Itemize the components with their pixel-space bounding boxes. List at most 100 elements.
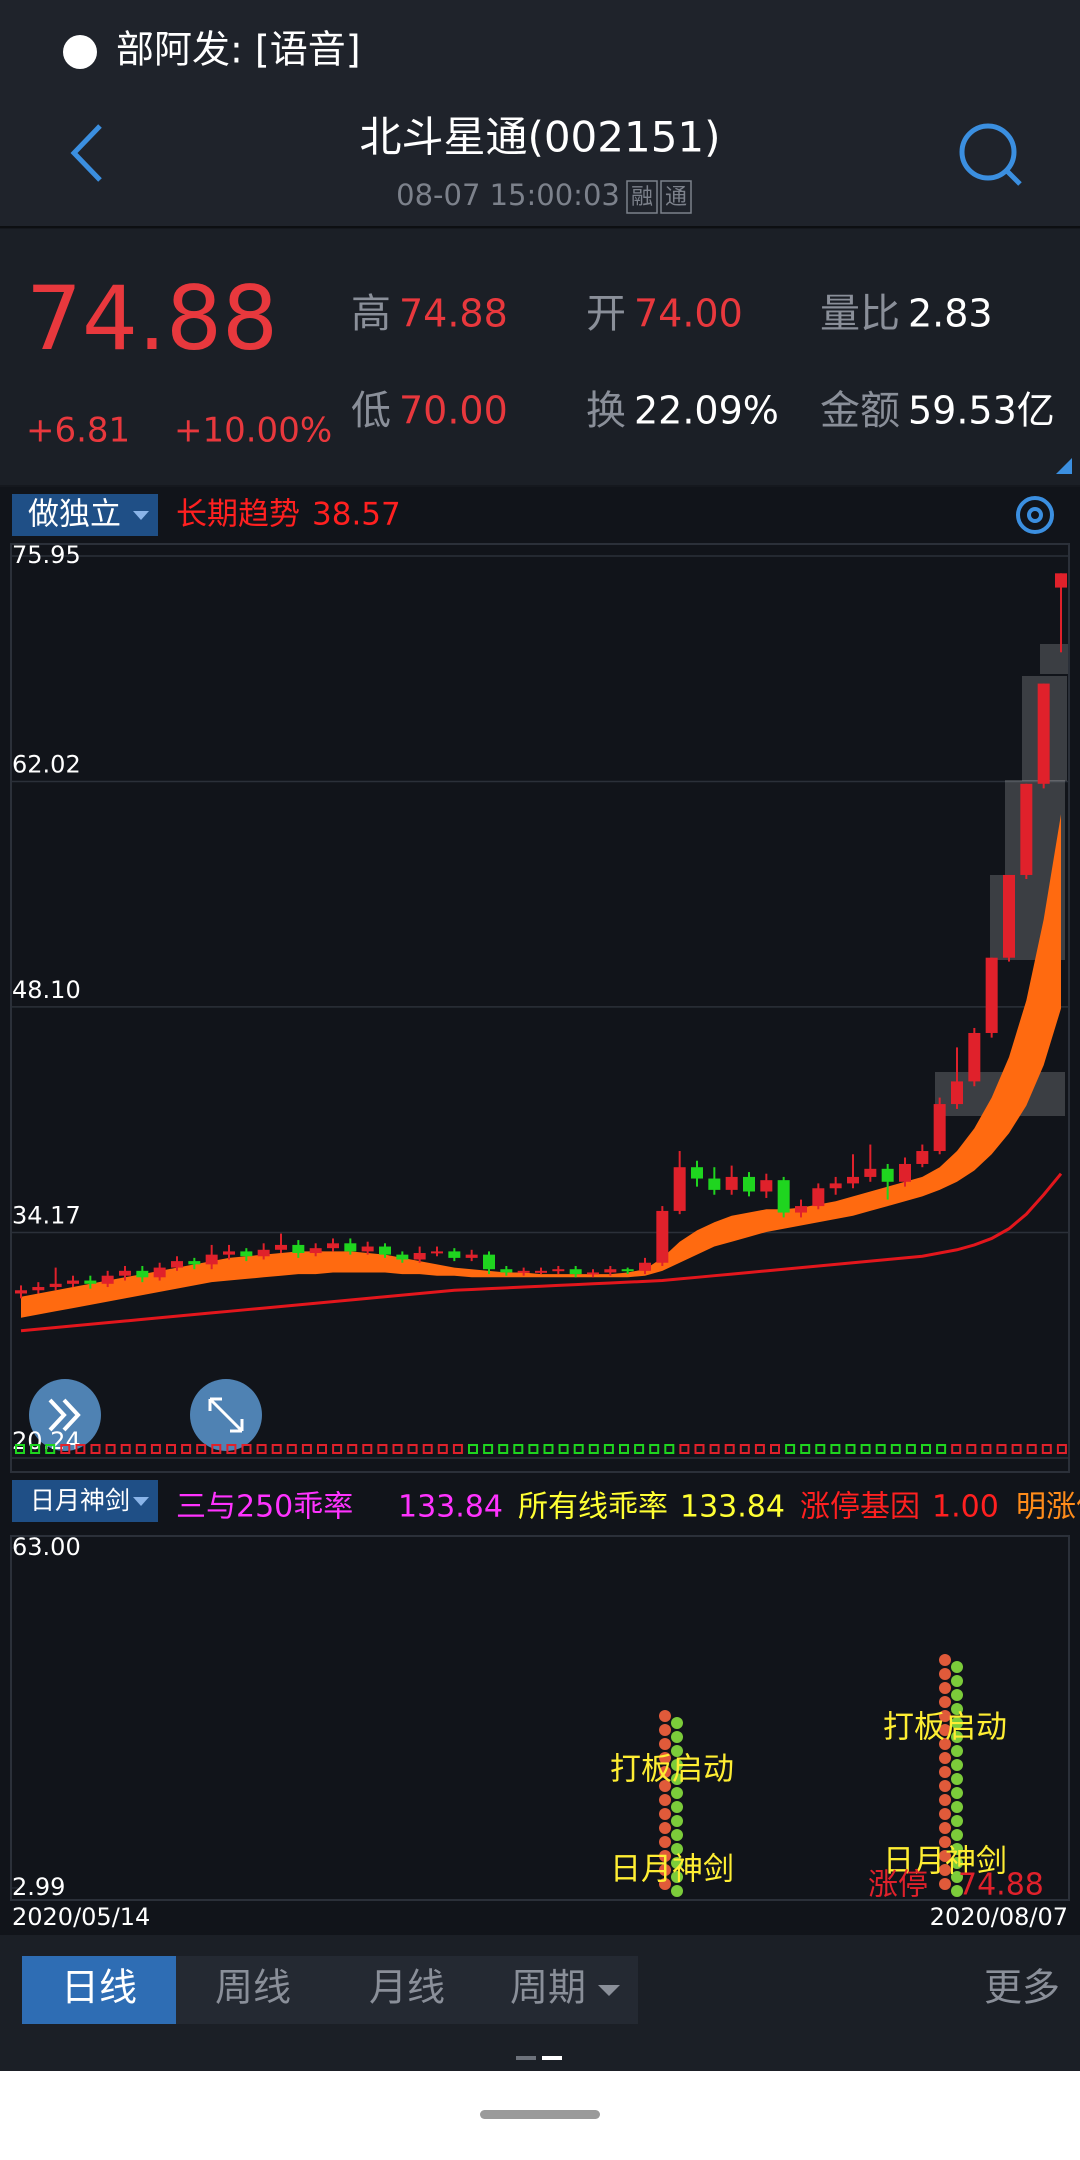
field-value: 59.53亿	[908, 389, 1055, 433]
period-tab[interactable]: 周线	[215, 1966, 291, 2010]
signal-box	[498, 1444, 509, 1454]
period-tab[interactable]: 月线	[369, 1966, 445, 2010]
bead	[671, 1717, 683, 1729]
bead	[659, 1836, 671, 1848]
candle-body	[604, 1269, 617, 1273]
candle-body	[569, 1269, 582, 1275]
candle-body	[656, 1210, 669, 1263]
legend-value: 133.84	[398, 1490, 503, 1525]
signal-annotation: 日月神剑	[610, 1852, 734, 1888]
bead	[671, 1871, 683, 1883]
button-icon	[48, 1398, 81, 1432]
indicator-select[interactable]	[12, 494, 158, 536]
candle-body	[205, 1254, 218, 1265]
legend-label: 所有线乖率	[518, 1490, 668, 1525]
candle-body	[136, 1270, 149, 1278]
stock-title: 北斗星通(002151)	[359, 113, 720, 162]
bead	[939, 1850, 951, 1862]
candle-body	[535, 1270, 547, 1273]
signal-box	[437, 1444, 448, 1454]
bead	[951, 1801, 963, 1813]
candle-body	[223, 1251, 235, 1255]
sub-indicator-name: 日月神剑	[30, 1486, 130, 1515]
legend-label: 三与250乖率	[176, 1490, 353, 1525]
period-tab[interactable]: 日线	[61, 1966, 137, 2010]
bead	[671, 1885, 683, 1897]
candle-body	[864, 1168, 877, 1177]
bead	[671, 1857, 683, 1869]
candle-body	[188, 1261, 201, 1265]
field-value: 70.00	[399, 389, 508, 433]
bead	[951, 1829, 963, 1841]
signal-box	[754, 1444, 765, 1454]
signal-box	[694, 1444, 705, 1454]
bead	[939, 1696, 951, 1708]
settings-button[interactable]	[1016, 496, 1054, 534]
candle-body	[829, 1183, 842, 1189]
signal-box	[800, 1444, 811, 1454]
bead	[939, 1766, 951, 1778]
candle-body	[777, 1180, 790, 1213]
bead	[659, 1724, 671, 1736]
bead	[951, 1745, 963, 1757]
start-date: 2020/05/14	[12, 1903, 150, 1931]
bead	[951, 1815, 963, 1827]
signal-box	[513, 1444, 524, 1454]
field-label: 量比	[820, 291, 900, 337]
bead	[951, 1773, 963, 1785]
signal-box	[181, 1444, 192, 1454]
signal-box	[921, 1444, 931, 1454]
notification: 部阿发: [语音]	[116, 28, 361, 72]
y-tick-label: 75.95	[12, 541, 81, 569]
y-tick-label: 48.10	[12, 976, 81, 1004]
signal-box	[936, 1444, 947, 1454]
candle-body	[517, 1270, 530, 1273]
legend-value: 1.00	[932, 1490, 999, 1525]
candle-body	[309, 1248, 322, 1254]
page-dot	[542, 2056, 562, 2060]
search-button[interactable]	[959, 123, 1022, 186]
bead	[951, 1843, 963, 1855]
candle-body	[708, 1178, 721, 1190]
candle-body	[951, 1081, 963, 1105]
candle-body	[153, 1267, 166, 1278]
candle-body	[448, 1251, 461, 1258]
candle-body	[552, 1269, 565, 1272]
price-change-pct: +10.00%	[174, 411, 332, 451]
signal-annotation: 打板启动	[610, 1752, 734, 1788]
bead	[939, 1836, 951, 1848]
signal-box	[709, 1444, 720, 1454]
candle-body	[1003, 874, 1015, 958]
fullscreen-button[interactable]	[190, 1379, 262, 1451]
signal-box	[558, 1444, 569, 1454]
bead	[671, 1773, 683, 1785]
bead	[939, 1808, 951, 1820]
sub-indicator-select[interactable]	[12, 1480, 158, 1522]
back-button[interactable]	[70, 124, 102, 182]
signal-box	[634, 1444, 645, 1454]
bead	[939, 1752, 951, 1764]
limit-up-label: 涨停	[868, 1868, 928, 1903]
signal-box	[845, 1444, 856, 1454]
chart-area	[0, 487, 1080, 1935]
signal-box	[422, 1444, 433, 1454]
expand-button[interactable]	[29, 1379, 101, 1451]
bead	[951, 1717, 963, 1729]
field-value: 74.00	[634, 292, 743, 336]
more-tab[interactable]: 更多	[984, 1966, 1060, 2010]
home-indicator[interactable]	[480, 2110, 600, 2119]
trend-value: 38.57	[312, 497, 401, 533]
quote-time: 08-07 15:00:03	[396, 178, 620, 212]
period-tab[interactable]: 周期	[510, 1966, 586, 2010]
bead	[939, 1878, 951, 1890]
candle-body	[587, 1272, 599, 1275]
signal-box	[30, 1444, 41, 1454]
candle-body	[1020, 783, 1033, 875]
bead	[939, 1682, 951, 1694]
signal-box	[105, 1444, 116, 1454]
signal-box	[150, 1444, 161, 1454]
signal-box	[90, 1444, 101, 1454]
bead	[659, 1850, 671, 1862]
main-chart-frame	[10, 543, 1070, 1473]
legend-value: 133.84	[680, 1490, 785, 1525]
